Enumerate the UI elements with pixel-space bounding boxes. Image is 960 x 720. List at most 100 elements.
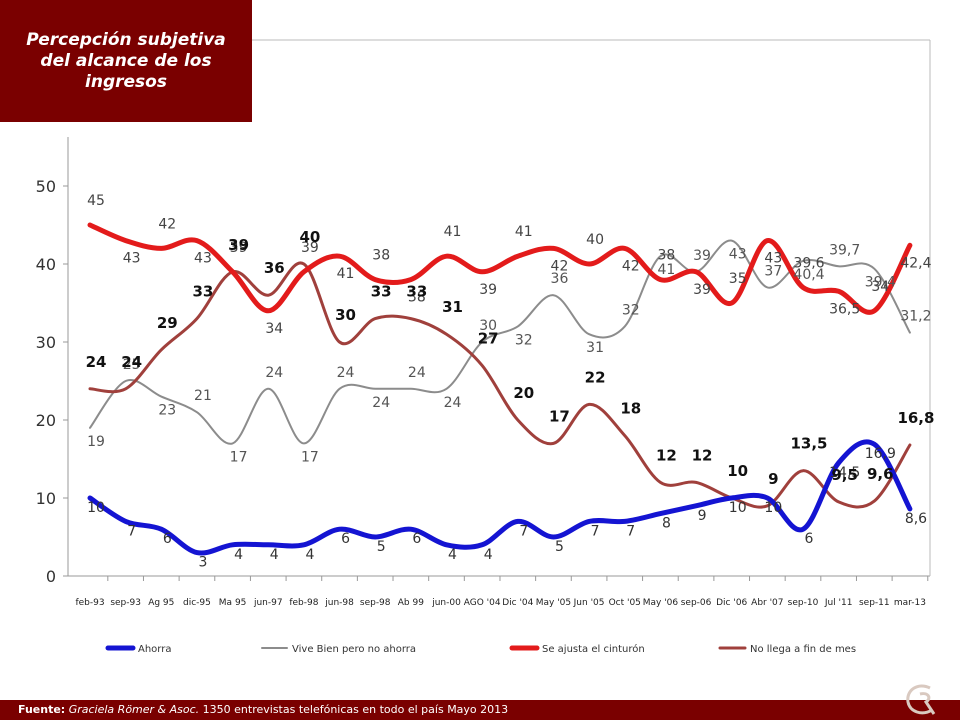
data-label-ahorra: 10 [764,500,782,516]
data-label-no_llega: 33 [406,283,427,301]
data-label-cinturon: 41 [337,266,355,282]
footer-source-name: Graciela Römer & Asoc. [68,703,200,716]
data-label-no_llega: 24 [86,353,107,371]
x-tick-label: May '05 [536,598,571,608]
x-tick-label: sep-10 [788,598,819,608]
series-lines [87,222,913,556]
chart-title: Percepción subjetiva del alcance de los … [26,29,226,92]
data-label-vive_bien: 30 [479,318,497,334]
data-label-cinturon: 38 [372,248,390,264]
data-label-no_llega: 31 [442,298,463,316]
y-tick-label: 30 [36,333,56,352]
data-label-ahorra: 6 [341,531,350,547]
x-tick-label: AGO '04 [464,598,501,608]
brand-logo-icon [906,684,936,715]
data-label-ahorra: 10 [87,500,105,516]
data-label-ahorra: 3 [198,555,207,571]
x-tick-label: Jun '05 [573,598,605,608]
data-label-cinturon: 34 [871,279,889,295]
legend-label-ahorra: Ahorra [138,644,171,655]
x-tick-label: Oct '05 [609,598,641,608]
y-tick-label: 40 [36,255,56,274]
data-label-ahorra: 7 [127,523,136,539]
data-label-cinturon: 39 [301,240,319,256]
x-tick-label: Jul '11 [824,598,853,608]
data-label-no_llega: 39 [228,236,249,254]
data-label-vive_bien: 40,4 [793,267,824,283]
data-label-cinturon: 43 [194,251,212,267]
data-label-vive_bien: 24 [444,395,462,411]
data-label-vive_bien: 24 [408,365,426,381]
data-label-ahorra: 8,6 [905,511,927,527]
data-label-cinturon: 45 [87,193,105,209]
data-label-no_llega: 16,8 [897,409,934,427]
data-label-no_llega: 22 [585,368,606,386]
data-label-ahorra: 6 [805,531,814,547]
data-label-ahorra: 8 [662,516,671,532]
footer-bar: Fuente: Graciela Römer & Asoc. 1350 entr… [0,700,960,720]
data-label-no_llega: 9,6 [867,465,894,483]
y-tick-label: 20 [36,411,56,430]
data-label-no_llega: 24 [121,353,142,371]
data-label-ahorra: 10 [729,500,747,516]
data-label-vive_bien: 25 [123,357,141,373]
data-label-cinturon: 38 [657,248,675,264]
data-label-vive_bien: 21 [194,388,212,404]
data-label-cinturon: 36,5 [829,301,860,317]
data-label-no_llega: 9,5 [831,466,858,484]
data-label-cinturon: 42 [158,216,176,232]
data-label-no_llega: 9 [768,470,778,488]
x-tick-label: Ab 99 [398,598,424,608]
data-label-no_llega: 13,5 [790,435,827,453]
data-label-cinturon: 38 [408,290,426,306]
data-label-vive_bien: 17 [301,449,319,465]
data-label-no_llega: 12 [692,446,713,464]
data-label-cinturon: 35 [729,271,747,287]
data-label-vive_bien: 39,7 [829,242,860,258]
data-label-vive_bien: 24 [265,365,283,381]
x-tick-label: jun-97 [253,598,283,608]
data-label-ahorra: 5 [377,539,386,555]
footer-label: Fuente: [18,703,66,716]
data-label-cinturon: 39,6 [793,255,824,271]
data-label-no_llega: 12 [656,446,677,464]
data-label-ahorra: 6 [412,531,421,547]
data-label-no_llega: 40 [299,228,320,246]
data-label-no_llega: 17 [549,407,570,425]
data-label-vive_bien: 37 [764,263,782,279]
data-label-ahorra: 4 [270,547,279,563]
data-label-vive_bien: 19 [87,434,105,450]
legend-label-cinturon: Se ajusta el cinturón [542,643,645,655]
data-label-cinturon: 41 [444,224,462,240]
series-line-ahorra [87,439,913,556]
data-label-vive_bien: 36 [551,271,569,287]
data-label-ahorra: 9 [698,508,707,524]
x-tick-label: feb-93 [75,598,104,608]
data-label-vive_bien: 17 [230,449,248,465]
data-label-vive_bien: 32 [515,332,533,348]
data-label-no_llega: 30 [335,306,356,324]
x-tick-label: sep-98 [360,598,391,608]
series-line-vive_bien [89,239,911,445]
data-label-vive_bien: 23 [158,403,176,419]
y-tick-label: 50 [36,177,56,196]
data-label-vive_bien: 41 [657,262,675,278]
data-label-no_llega: 33 [193,283,214,301]
data-label-ahorra: 14,5 [829,465,860,481]
data-label-cinturon: 40 [586,232,604,248]
y-tick-label: 0 [46,567,56,586]
x-tick-label: jun-00 [431,598,461,608]
data-label-no_llega: 20 [513,384,534,402]
y-tick-label: 10 [36,489,56,508]
x-tick-label: May '06 [643,598,679,608]
data-label-vive_bien: 24 [337,365,355,381]
data-label-no_llega: 29 [157,314,178,332]
data-label-ahorra: 4 [305,547,314,563]
legend: Ahorra Vive Bien pero no ahorra Se ajusta … [105,643,856,655]
data-label-no_llega: 33 [371,283,392,301]
data-label-cinturon: 42 [551,258,569,274]
y-axis: 0 10 20 30 40 50 [36,39,931,586]
chart-title-box: Percepción subjetiva del alcance de los … [0,0,252,122]
